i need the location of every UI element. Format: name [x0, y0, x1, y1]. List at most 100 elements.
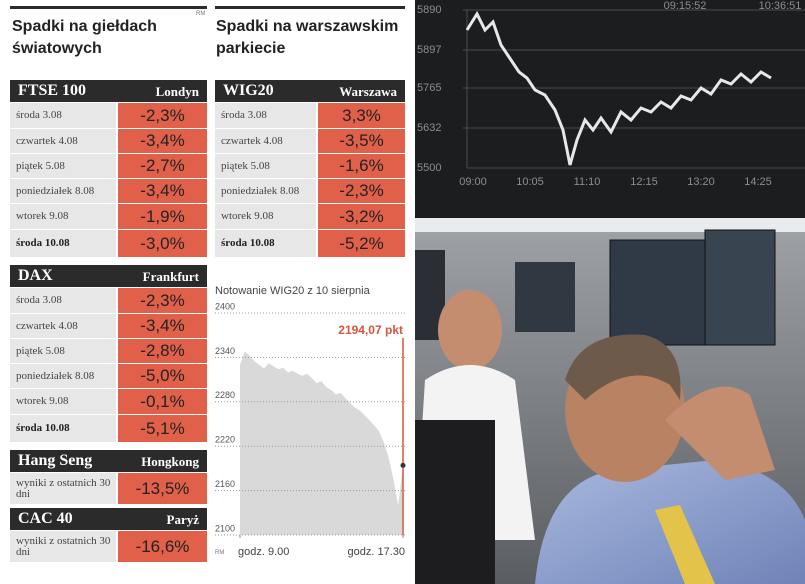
row-value: -3,5% [318, 129, 405, 153]
screen-time: 10:36:51 [759, 0, 802, 12]
man-hand [665, 386, 775, 480]
y-tick-label: 2280 [215, 390, 235, 400]
screen-x-label: 11:10 [574, 176, 601, 188]
row-value: -2,3% [118, 103, 207, 128]
chair [415, 420, 495, 584]
screen-y-label: 5500 [417, 162, 441, 174]
row-label: wtorek 9.08 [10, 204, 116, 229]
row-label: wtorek 9.08 [10, 389, 116, 414]
row-value: -3,4% [118, 129, 207, 153]
row-value: 3,3% [318, 103, 405, 128]
rule [215, 6, 405, 9]
last-point [400, 462, 406, 468]
row-value: -0,1% [118, 389, 207, 414]
row-label: wtorek 9.08 [215, 204, 316, 229]
row-value: -5,0% [118, 364, 207, 388]
screen-x-label: 09:00 [459, 176, 487, 188]
market-name: CAC 40 [18, 510, 73, 527]
x-tick-label: godz. 17.30 [348, 546, 406, 558]
row-value: -3,2% [318, 204, 405, 229]
person [438, 290, 502, 370]
row-label: poniedziałek 8.08 [215, 179, 316, 203]
row-label: piątek 5.08 [10, 154, 116, 178]
row-value: -2,3% [318, 179, 405, 203]
market-city: Londyn [155, 84, 199, 99]
row-value: -2,7% [118, 154, 207, 178]
row-value: -5,2% [318, 230, 405, 257]
row-value: -5,1% [118, 415, 207, 442]
row-value: -16,6% [118, 531, 207, 562]
y-tick-label: 2340 [215, 346, 235, 356]
man-tie [655, 505, 715, 584]
y-tick-label: 2400 [215, 301, 235, 311]
table-header [10, 80, 207, 102]
row-label: czwartek 4.08 [215, 129, 316, 153]
row-label: środa 3.08 [10, 288, 116, 313]
row-value: -13,5% [118, 473, 207, 504]
table-header [10, 508, 207, 530]
rule [10, 6, 207, 9]
screen-x-label: 13:20 [687, 176, 715, 188]
right-title: Spadki na warszawskim parkiecie [216, 18, 399, 57]
screen-y-label: 5765 [417, 82, 441, 94]
row-value: -1,9% [118, 204, 207, 229]
table-header [215, 80, 405, 102]
row-label: poniedziałek 8.08 [10, 179, 116, 203]
market-city: Warszawa [339, 84, 397, 99]
monitor [704, 229, 776, 346]
screen-y-label: 5632 [417, 122, 441, 134]
y-tick-label: 2160 [215, 479, 235, 489]
credit: RM [215, 550, 225, 556]
market-city: Paryż [166, 512, 199, 527]
row-value: -2,8% [118, 339, 207, 363]
screen-x-label: 10:05 [516, 176, 544, 188]
row-label: piątek 5.08 [10, 339, 116, 363]
row-label: środa 10.08 [10, 230, 116, 257]
screen-y-label: 5890 [417, 4, 441, 16]
area [240, 351, 403, 535]
chart: Notowanie WIG20 z 10 sierpnia 2100 2160 222… [215, 285, 406, 558]
screen-x-label: 12:15 [630, 176, 658, 188]
row-value: -3,4% [118, 179, 207, 203]
man-hair [565, 334, 681, 400]
row-label: piątek 5.08 [215, 154, 316, 178]
credit: RM [196, 11, 206, 17]
row-value: -3,0% [118, 230, 207, 257]
market-name: Hang Seng [18, 452, 93, 469]
market-city: Frankfurt [142, 269, 199, 284]
row-label: czwartek 4.08 [10, 129, 116, 153]
screen-y-label: 5897 [417, 44, 441, 56]
row-label: wyniki z ostatnich 30 dni [10, 473, 116, 504]
screen-grid [463, 9, 805, 169]
market-name: WIG20 [223, 82, 274, 99]
table-header [10, 265, 207, 287]
photo: 5890 5897 5765 5632 5500 09:00 10:05 11:10 12:15… [415, 0, 805, 584]
row-label: środa 10.08 [10, 415, 116, 442]
monitor [515, 262, 575, 332]
screen [415, 0, 805, 218]
row-label: wyniki z ostatnich 30 dni [10, 531, 116, 562]
table-header [10, 450, 207, 472]
x-tick-label: godz. 9.00 [238, 546, 289, 558]
row-label: środa 10.08 [215, 230, 316, 257]
monitor [609, 239, 706, 346]
market-name: DAX [18, 267, 53, 284]
left-title: Spadki na giełdach światowych [12, 18, 157, 57]
screen-edge [415, 218, 805, 232]
row-value: -3,4% [118, 314, 207, 338]
market-name: FTSE 100 [18, 82, 87, 99]
chart-title: Notowanie WIG20 z 10 sierpnia [215, 285, 371, 297]
annotation: 2194,07 pkt [338, 323, 403, 337]
screen-line [465, 10, 772, 166]
row-label: środa 3.08 [215, 103, 316, 128]
row-label: poniedziałek 8.08 [10, 364, 116, 388]
row-label: czwartek 4.08 [10, 314, 116, 338]
y-tick-label: 2220 [215, 435, 235, 445]
market-city: Hongkong [141, 454, 199, 469]
screen-time: 09:15:52 [664, 0, 707, 12]
screen-x-label: 14:25 [744, 176, 772, 188]
y-tick-label: 2100 [215, 523, 235, 533]
row-value: -2,3% [118, 288, 207, 313]
row-label: środa 3.08 [10, 103, 116, 128]
